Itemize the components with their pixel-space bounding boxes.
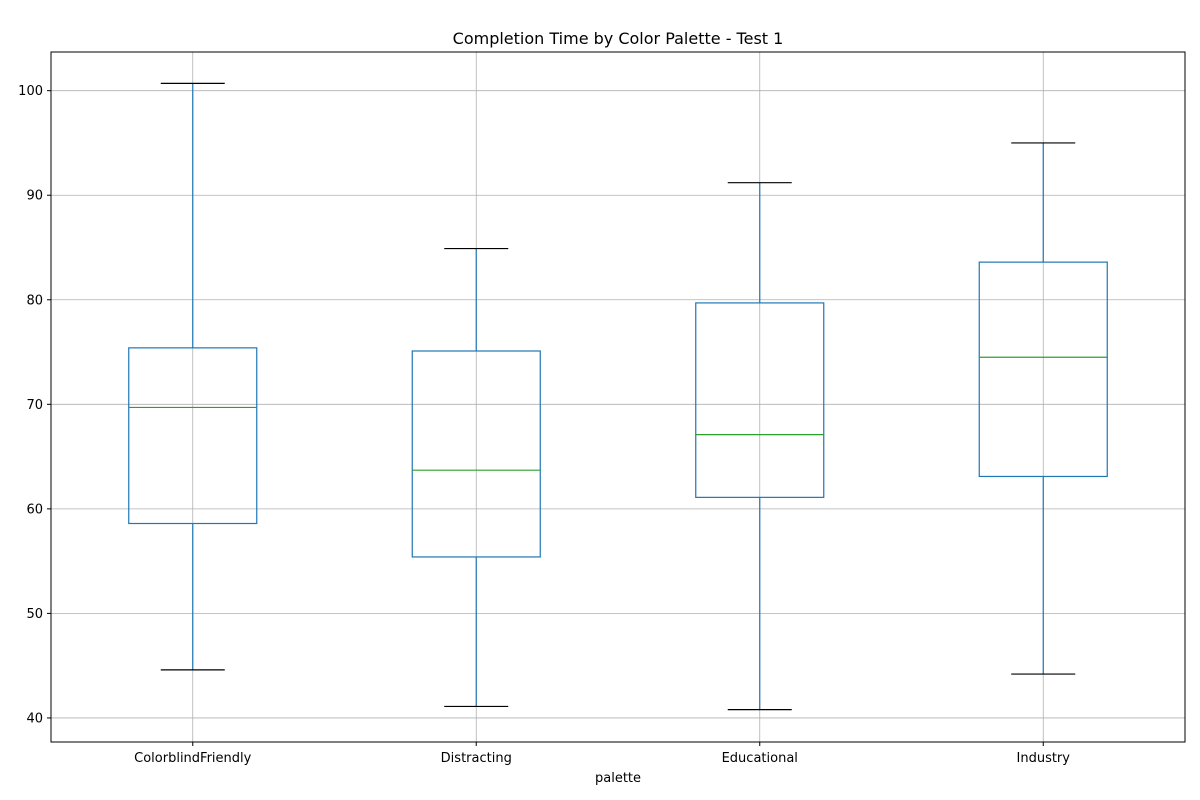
iqr-box — [695, 302, 825, 498]
y-axis-ticks: 40 50 60 70 80 90 100 — [18, 84, 51, 726]
y-tick-label: 60 — [26, 502, 43, 517]
iqr-box — [978, 261, 1108, 478]
x-axis-label: palette — [595, 771, 641, 786]
box-colorblindfriendly — [128, 82, 258, 671]
iqr-box — [128, 347, 258, 525]
chart-title: Completion Time by Color Palette - Test … — [453, 29, 784, 48]
x-tick-label: Distracting — [441, 751, 512, 766]
box-educational — [695, 182, 825, 711]
x-tick-label: Industry — [1017, 751, 1071, 766]
box-distracting — [411, 247, 541, 708]
grid-layer — [51, 52, 1185, 742]
x-tick-label: ColorblindFriendly — [134, 751, 251, 766]
y-tick-label: 40 — [26, 711, 43, 726]
y-tick-label: 80 — [26, 293, 43, 308]
y-tick-label: 70 — [26, 398, 43, 413]
box-industry — [978, 142, 1108, 675]
plot-frame — [50, 51, 1186, 743]
iqr-box — [411, 350, 541, 558]
x-tick-label: Educational — [722, 751, 798, 766]
x-axis-ticks: ColorblindFriendly Distracting Educational… — [134, 742, 1070, 766]
y-tick-label: 100 — [18, 84, 43, 99]
y-tick-label: 50 — [26, 607, 43, 622]
box-layer — [128, 82, 1108, 711]
y-tick-label: 90 — [26, 189, 43, 204]
